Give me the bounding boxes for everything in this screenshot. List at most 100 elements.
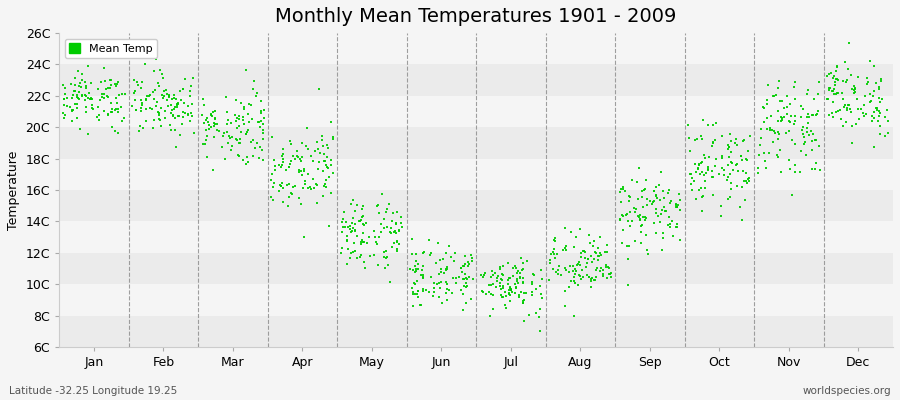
Point	[543, 257, 557, 263]
Point	[304, 186, 319, 192]
Point	[547, 245, 562, 252]
Point	[809, 137, 824, 144]
Point	[572, 262, 587, 269]
Point	[307, 184, 321, 191]
Point	[548, 235, 562, 241]
Point	[771, 118, 786, 124]
Point	[240, 127, 255, 134]
Point	[683, 148, 698, 155]
Point	[427, 280, 441, 286]
Point	[724, 138, 739, 144]
Point	[153, 117, 167, 123]
Point	[521, 312, 535, 318]
Point	[634, 188, 649, 194]
Point	[169, 102, 184, 108]
Point	[151, 83, 166, 90]
Point	[787, 121, 801, 127]
Point	[502, 275, 517, 282]
Point	[455, 291, 470, 297]
Point	[702, 154, 716, 160]
Point	[759, 165, 773, 171]
Point	[316, 168, 330, 174]
Point	[65, 108, 79, 114]
Point	[391, 239, 405, 245]
Point	[200, 154, 214, 160]
Point	[232, 112, 247, 119]
Point	[863, 98, 878, 105]
Point	[355, 205, 369, 212]
Point	[564, 278, 579, 284]
Point	[253, 117, 267, 124]
Point	[298, 180, 312, 187]
Point	[698, 178, 712, 184]
Point	[777, 105, 791, 112]
Point	[801, 87, 815, 93]
Point	[871, 112, 886, 119]
Point	[381, 262, 395, 268]
Point	[705, 142, 719, 149]
Point	[797, 138, 812, 145]
Point	[542, 277, 556, 283]
Point	[139, 97, 153, 103]
Point	[238, 131, 253, 137]
Point	[110, 81, 124, 87]
Point	[866, 93, 880, 99]
Point	[599, 242, 614, 248]
Point	[359, 220, 374, 226]
Point	[513, 274, 527, 281]
Point	[716, 165, 730, 172]
Point	[221, 132, 236, 139]
Point	[56, 82, 70, 88]
Point	[411, 266, 426, 272]
Point	[620, 218, 634, 224]
Point	[771, 131, 786, 138]
Point	[722, 143, 736, 150]
Point	[528, 286, 543, 292]
Point	[496, 284, 510, 291]
Point	[496, 294, 510, 300]
Point	[659, 207, 673, 214]
Point	[456, 283, 471, 290]
Point	[58, 91, 72, 98]
Point	[159, 86, 174, 93]
Point	[822, 87, 836, 93]
Point	[698, 170, 713, 176]
Point	[79, 85, 94, 91]
Point	[485, 268, 500, 274]
Point	[571, 261, 585, 267]
Point	[240, 111, 255, 117]
Point	[147, 96, 161, 102]
Point	[669, 224, 683, 230]
Point	[79, 83, 94, 89]
Point	[518, 290, 533, 296]
Point	[637, 186, 652, 193]
Point	[875, 96, 889, 103]
Point	[456, 276, 471, 282]
Point	[644, 200, 659, 207]
Point	[811, 90, 825, 97]
Point	[860, 75, 875, 81]
Point	[410, 288, 425, 294]
Point	[199, 127, 213, 134]
Point	[168, 144, 183, 150]
Point	[73, 126, 87, 133]
Point	[657, 204, 671, 210]
Point	[691, 165, 706, 171]
Point	[429, 260, 444, 266]
Point	[514, 267, 528, 273]
Point	[820, 96, 834, 102]
Point	[319, 162, 333, 168]
Point	[111, 79, 125, 86]
Point	[773, 97, 788, 104]
Point	[436, 270, 451, 276]
Point	[104, 106, 119, 112]
Point	[319, 184, 333, 190]
Point	[722, 154, 736, 160]
Point	[417, 248, 431, 255]
Point	[633, 216, 647, 222]
Point	[348, 248, 363, 254]
Point	[512, 292, 526, 298]
Point	[232, 140, 247, 147]
Point	[233, 135, 248, 142]
Point	[148, 56, 163, 62]
